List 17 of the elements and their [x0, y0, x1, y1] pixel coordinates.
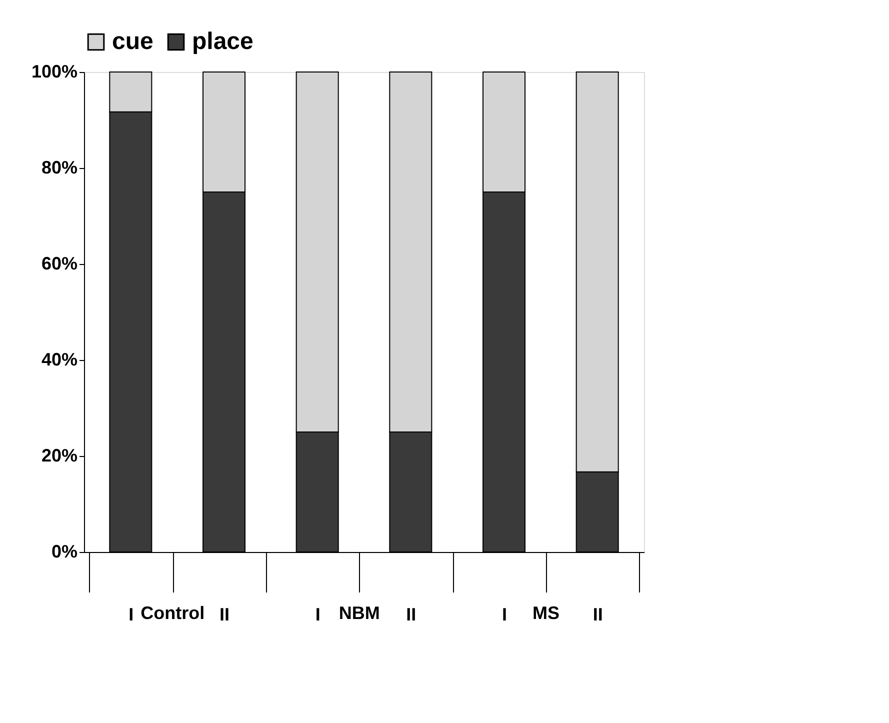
legend-label: cue	[112, 28, 154, 55]
x-tick-label: II	[592, 604, 603, 624]
y-tick-label: 60%	[41, 254, 78, 274]
text: Control	[140, 603, 205, 623]
y-tick-label: 0%	[51, 542, 78, 562]
y-tick-label: 100%	[31, 62, 78, 82]
x-tick-label: II	[406, 604, 416, 624]
x-tick-label: II	[219, 604, 230, 624]
x-tick-label: I	[502, 604, 508, 624]
x-tick-label: I	[128, 604, 134, 624]
text: MS	[532, 603, 560, 623]
legend-label: place	[192, 28, 254, 55]
y-tick-label: 80%	[41, 158, 78, 178]
text: NBM	[338, 603, 380, 623]
y-tick-label: 40%	[41, 350, 78, 370]
x-tick-label: I	[315, 604, 320, 624]
y-tick-label: 20%	[41, 446, 78, 466]
